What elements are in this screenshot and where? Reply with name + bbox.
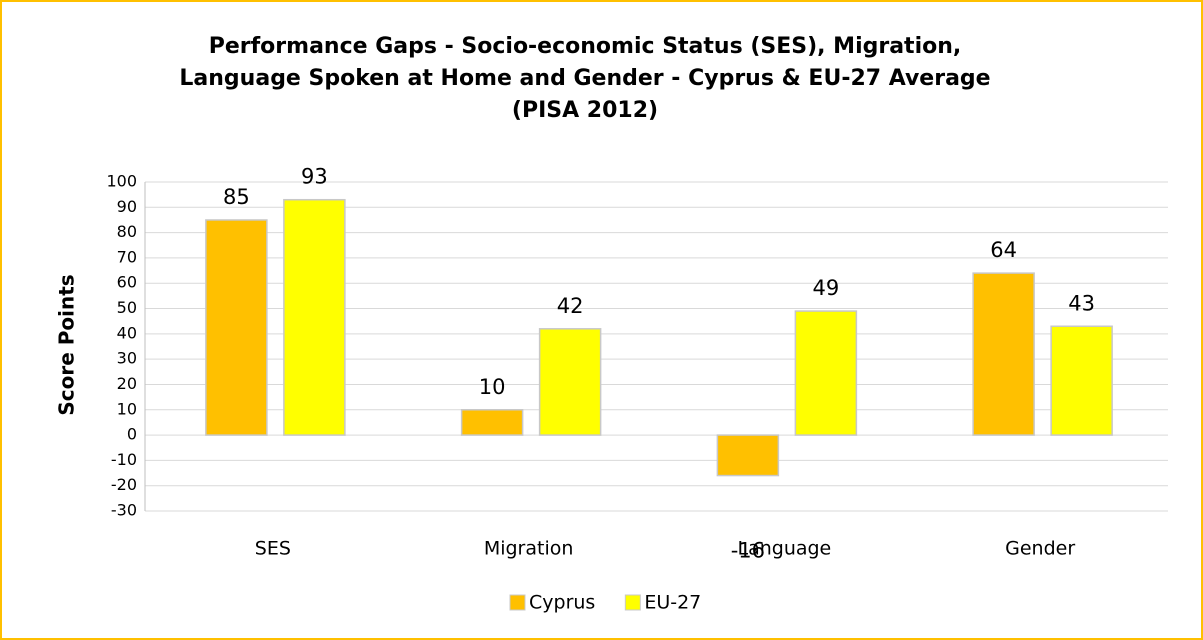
bar bbox=[205, 219, 268, 436]
bar bbox=[460, 409, 524, 436]
data-label: 85 bbox=[223, 185, 250, 209]
legend-label: Cyprus bbox=[529, 592, 595, 614]
legend-swatch bbox=[624, 594, 641, 611]
y-tick-label: 50 bbox=[117, 298, 137, 317]
legend-label: EU-27 bbox=[644, 592, 701, 614]
bar bbox=[538, 328, 602, 436]
bar bbox=[972, 272, 1035, 436]
y-tick-label: 60 bbox=[117, 273, 137, 292]
y-tick-label: 100 bbox=[106, 172, 137, 191]
chart-title: Language Spoken at Home and Gender - Cyp… bbox=[179, 66, 990, 91]
x-tick-label: SES bbox=[255, 538, 291, 560]
data-label: -16 bbox=[731, 539, 765, 563]
bar bbox=[794, 310, 858, 436]
chart-title: Performance Gaps - Socio-economic Status… bbox=[209, 34, 962, 59]
data-label: 10 bbox=[479, 375, 506, 399]
bar bbox=[1050, 325, 1113, 436]
data-label: 42 bbox=[557, 294, 584, 318]
y-tick-label: 80 bbox=[117, 222, 137, 241]
data-label: 49 bbox=[813, 276, 840, 300]
y-tick-label: 10 bbox=[117, 399, 137, 418]
data-label: 93 bbox=[301, 165, 328, 189]
bar bbox=[283, 198, 346, 436]
data-label: 64 bbox=[990, 238, 1017, 262]
y-tick-label: 40 bbox=[117, 323, 137, 342]
y-axis-label: Score Points bbox=[55, 274, 79, 415]
x-tick-label: Language bbox=[737, 538, 831, 560]
y-tick-label: 30 bbox=[117, 349, 137, 368]
chart-title: (PISA 2012) bbox=[512, 98, 658, 123]
bar bbox=[716, 434, 780, 477]
data-label: 43 bbox=[1068, 291, 1095, 315]
y-tick-label: -20 bbox=[111, 475, 137, 494]
x-tick-label: Migration bbox=[484, 538, 574, 560]
y-tick-label: 70 bbox=[117, 247, 137, 266]
y-tick-label: 20 bbox=[117, 374, 137, 393]
y-tick-label: -10 bbox=[111, 450, 137, 469]
y-tick-label: -30 bbox=[111, 501, 137, 520]
y-tick-label: 90 bbox=[117, 197, 137, 216]
x-tick-label: Gender bbox=[1005, 538, 1075, 560]
legend-swatch bbox=[509, 594, 526, 611]
y-tick-label: 0 bbox=[127, 425, 137, 444]
